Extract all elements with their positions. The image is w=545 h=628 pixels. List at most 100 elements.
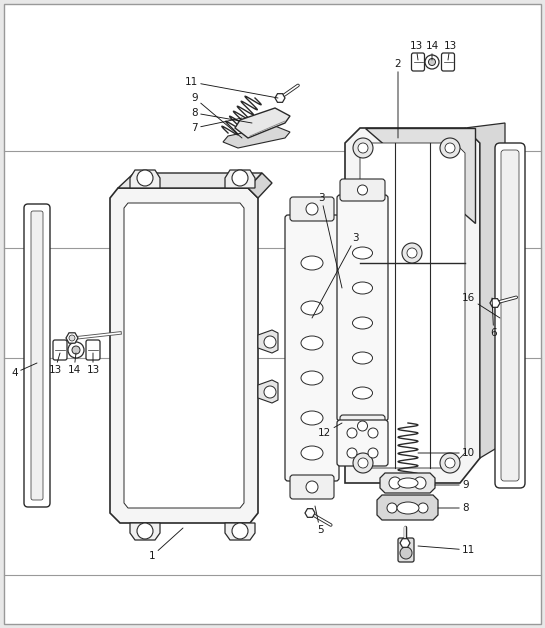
FancyBboxPatch shape: [340, 179, 385, 201]
FancyBboxPatch shape: [31, 211, 43, 500]
Circle shape: [353, 138, 373, 158]
Ellipse shape: [301, 256, 323, 270]
Ellipse shape: [353, 247, 372, 259]
Circle shape: [353, 453, 373, 473]
Circle shape: [418, 503, 428, 513]
Text: 3: 3: [312, 233, 359, 318]
FancyBboxPatch shape: [411, 53, 425, 71]
Text: 8: 8: [438, 503, 469, 513]
Text: 14: 14: [68, 353, 81, 375]
Circle shape: [358, 143, 368, 153]
Polygon shape: [345, 128, 480, 483]
Circle shape: [414, 477, 426, 489]
Ellipse shape: [301, 301, 323, 315]
Text: 13: 13: [409, 41, 422, 60]
Text: 14: 14: [426, 41, 439, 60]
Text: 13: 13: [444, 41, 457, 60]
FancyBboxPatch shape: [501, 150, 519, 481]
Circle shape: [68, 342, 84, 358]
Text: 11: 11: [418, 545, 475, 555]
Polygon shape: [258, 380, 278, 403]
Ellipse shape: [398, 478, 418, 488]
Circle shape: [306, 481, 318, 493]
Text: 11: 11: [185, 77, 278, 98]
Circle shape: [368, 428, 378, 438]
Circle shape: [428, 58, 435, 65]
Circle shape: [440, 138, 460, 158]
Polygon shape: [225, 170, 255, 188]
FancyBboxPatch shape: [290, 197, 334, 221]
Circle shape: [368, 448, 378, 458]
Ellipse shape: [353, 387, 372, 399]
Text: 3: 3: [318, 193, 342, 288]
Ellipse shape: [353, 317, 372, 329]
Polygon shape: [248, 173, 272, 198]
Circle shape: [402, 243, 422, 263]
Circle shape: [232, 170, 248, 186]
Circle shape: [264, 336, 276, 348]
Circle shape: [403, 503, 413, 513]
Circle shape: [407, 248, 417, 258]
Polygon shape: [377, 495, 438, 520]
Polygon shape: [66, 333, 78, 343]
Text: 10: 10: [418, 448, 475, 458]
Circle shape: [69, 335, 75, 341]
Polygon shape: [118, 173, 262, 188]
Text: 13: 13: [86, 353, 100, 375]
Circle shape: [264, 386, 276, 398]
Polygon shape: [223, 126, 290, 148]
Circle shape: [425, 55, 439, 69]
Text: 4: 4: [11, 363, 37, 378]
Text: 9: 9: [191, 93, 242, 138]
Polygon shape: [258, 330, 278, 353]
Text: 12: 12: [318, 423, 342, 438]
Ellipse shape: [301, 336, 323, 350]
Polygon shape: [400, 539, 410, 548]
Circle shape: [445, 143, 455, 153]
FancyBboxPatch shape: [398, 538, 414, 562]
Polygon shape: [124, 203, 244, 508]
Polygon shape: [110, 188, 258, 523]
Polygon shape: [130, 523, 160, 540]
Text: 9: 9: [435, 480, 469, 490]
Polygon shape: [360, 143, 465, 468]
Circle shape: [358, 458, 368, 468]
Circle shape: [72, 346, 80, 354]
FancyBboxPatch shape: [290, 475, 334, 499]
Polygon shape: [275, 94, 285, 102]
Ellipse shape: [301, 371, 323, 385]
Circle shape: [387, 503, 397, 513]
Circle shape: [232, 523, 248, 539]
Polygon shape: [305, 509, 315, 517]
FancyBboxPatch shape: [441, 53, 455, 71]
Text: 13: 13: [49, 353, 62, 375]
Polygon shape: [380, 473, 435, 493]
FancyBboxPatch shape: [53, 340, 67, 360]
Text: 5: 5: [315, 506, 323, 535]
Circle shape: [440, 453, 460, 473]
Circle shape: [137, 523, 153, 539]
Polygon shape: [235, 108, 290, 138]
FancyBboxPatch shape: [495, 143, 525, 488]
Ellipse shape: [397, 502, 419, 514]
Circle shape: [445, 458, 455, 468]
Circle shape: [347, 448, 357, 458]
Polygon shape: [130, 170, 160, 188]
Circle shape: [306, 203, 318, 215]
Circle shape: [347, 428, 357, 438]
Circle shape: [358, 185, 367, 195]
FancyBboxPatch shape: [337, 195, 388, 421]
Circle shape: [358, 421, 367, 431]
FancyBboxPatch shape: [24, 204, 50, 507]
FancyBboxPatch shape: [337, 420, 388, 466]
Polygon shape: [465, 123, 505, 458]
Ellipse shape: [301, 411, 323, 425]
Text: 16: 16: [462, 293, 500, 318]
Polygon shape: [490, 299, 500, 307]
Polygon shape: [365, 128, 475, 223]
Text: 1: 1: [149, 528, 183, 561]
Text: 8: 8: [191, 108, 252, 123]
FancyBboxPatch shape: [86, 340, 100, 360]
FancyBboxPatch shape: [340, 415, 385, 437]
Ellipse shape: [353, 282, 372, 294]
